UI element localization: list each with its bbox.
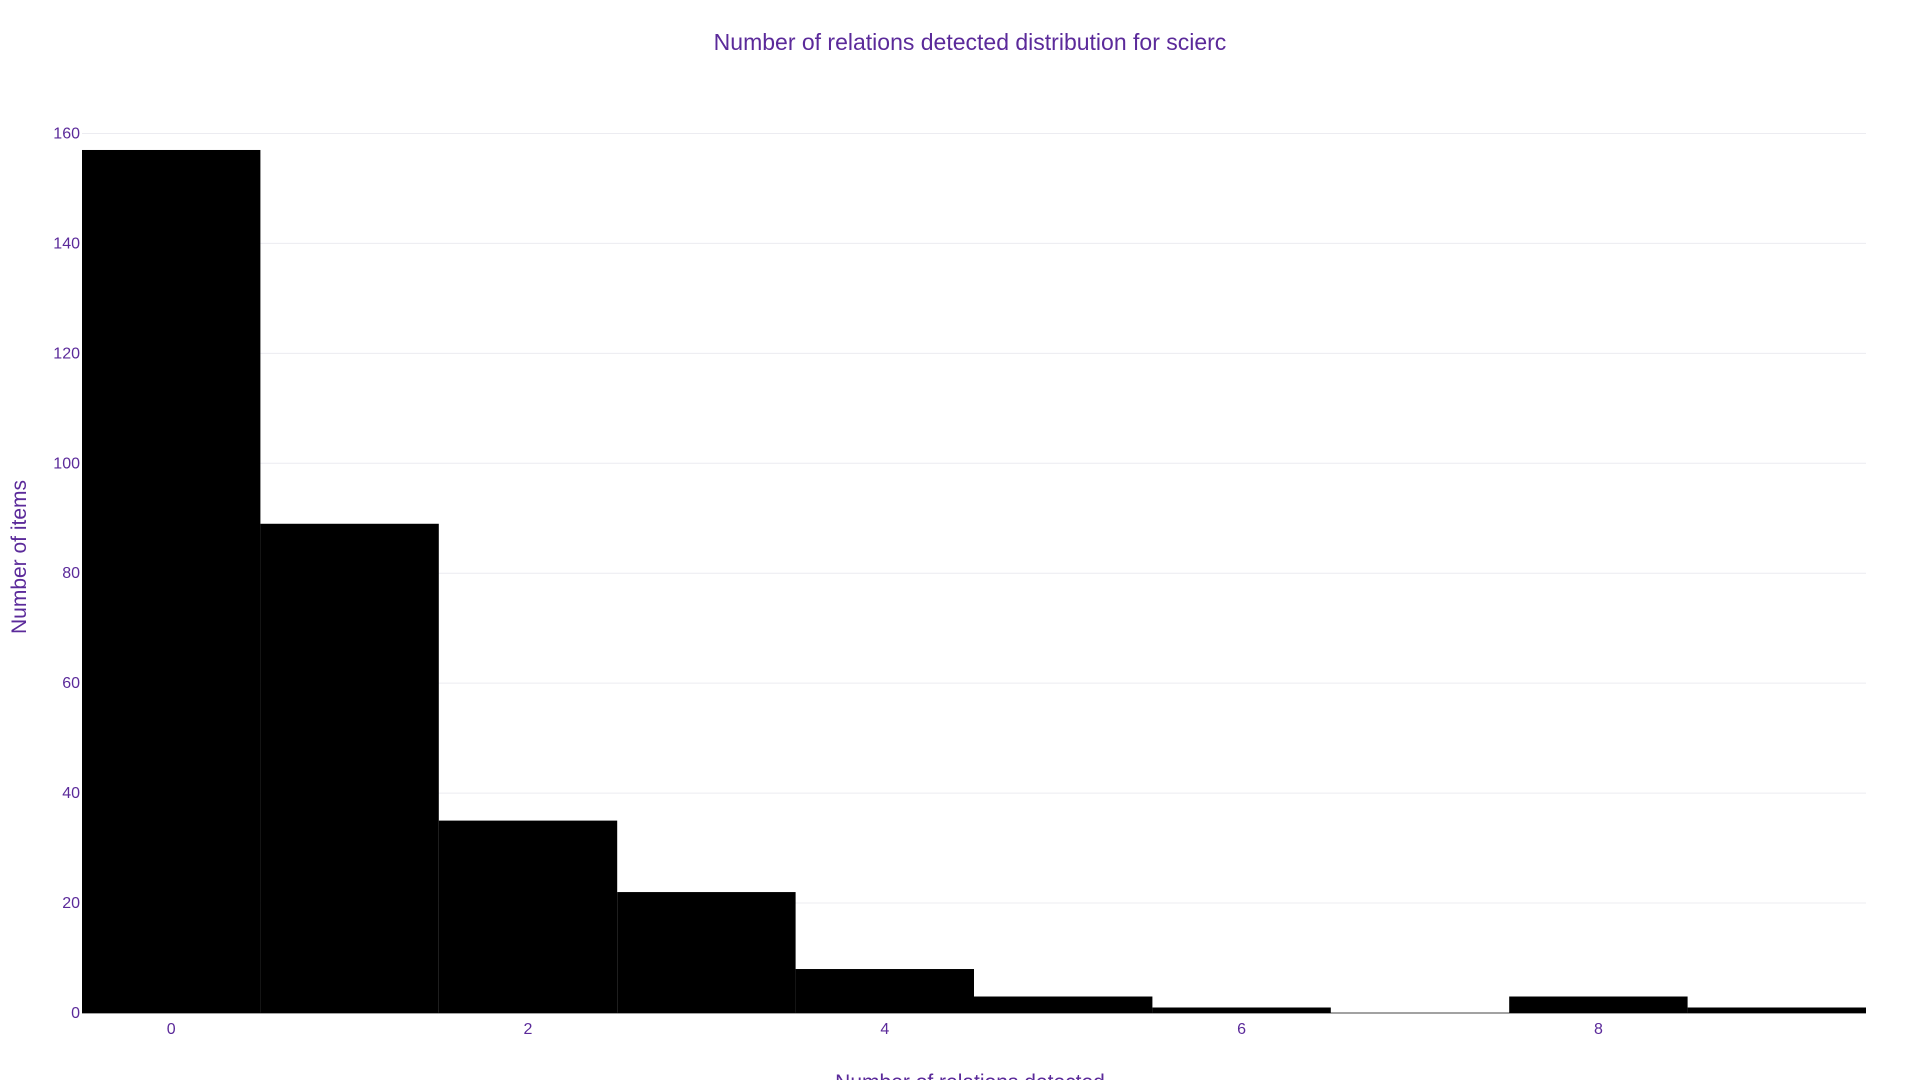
- y-tick-label: 80: [62, 565, 80, 582]
- x-tick-label: 6: [1237, 1021, 1246, 1038]
- bar-5[interactable]: [974, 996, 1153, 1013]
- bar-4[interactable]: [795, 969, 974, 1013]
- bar-3[interactable]: [617, 892, 796, 1013]
- x-tick-label: 4: [880, 1021, 889, 1038]
- y-tick-label: 60: [62, 675, 80, 692]
- y-tick-label: 0: [71, 1005, 80, 1022]
- x-axis-ticks: 0 2 4 6 8: [167, 1021, 1603, 1038]
- y-tick-label: 20: [62, 895, 80, 912]
- bar-6[interactable]: [1152, 1007, 1331, 1013]
- y-axis-ticks: 0 20 40 60 80 100 120 140 160: [53, 125, 80, 1022]
- y-tick-label: 100: [53, 455, 80, 472]
- x-tick-label: 8: [1594, 1021, 1603, 1038]
- bar-1[interactable]: [260, 523, 439, 1013]
- bars: [82, 149, 1866, 1013]
- chart-title: Number of relations detected distributio…: [714, 29, 1227, 55]
- y-tick-label: 140: [53, 235, 80, 252]
- y-axis-title: Number of items: [8, 480, 31, 634]
- y-tick-label: 160: [53, 125, 80, 142]
- y-tick-label: 120: [53, 345, 80, 362]
- x-tick-label: 0: [167, 1021, 176, 1038]
- bar-8[interactable]: [1509, 996, 1688, 1013]
- x-axis-title: Number of relations detected: [835, 1071, 1105, 1080]
- bar-2[interactable]: [438, 820, 618, 1013]
- y-tick-label: 40: [62, 785, 80, 802]
- x-tick-label: 2: [524, 1021, 533, 1038]
- bar-9[interactable]: [1687, 1007, 1866, 1013]
- bar-0[interactable]: [82, 149, 261, 1013]
